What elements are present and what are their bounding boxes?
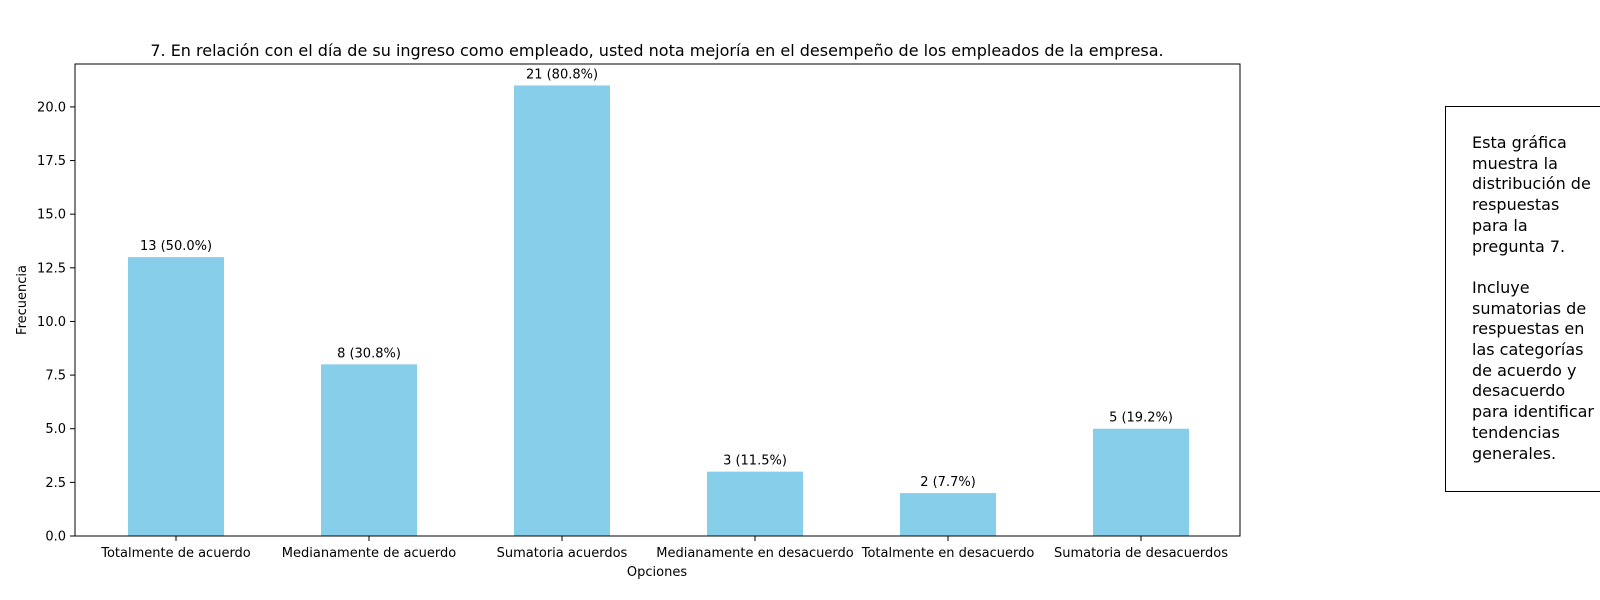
y-tick-label-8: 20.0 (37, 100, 66, 115)
x-axis-label: Opciones (627, 565, 687, 580)
bar-4 (900, 493, 996, 536)
data-label-5: 5 (19.2%) (1109, 411, 1173, 426)
x-tick-label-5: Sumatoria de desacuerdos (1054, 546, 1228, 561)
y-tick-label-1: 2.5 (45, 476, 66, 491)
x-tick-label-0: Totalmente de acuerdo (100, 546, 251, 561)
y-axis-label: Frecuencia (15, 265, 30, 335)
data-label-2: 21 (80.8%) (526, 67, 598, 82)
plot-area-frame (74, 63, 1241, 537)
y-tick-label-4: 10.0 (37, 315, 66, 330)
bar-3 (707, 471, 803, 536)
y-tick-label-5: 12.5 (37, 261, 66, 276)
bar-1 (321, 364, 417, 536)
x-tick-label-2: Sumatoria acuerdos (497, 546, 628, 561)
x-tick-label-1: Medianamente de acuerdo (282, 546, 456, 561)
x-tick-label-4: Totalmente en desacuerdo (861, 546, 1035, 561)
y-tick-label-7: 17.5 (37, 154, 66, 169)
y-tick-label-6: 15.0 (37, 208, 66, 223)
chart-description-note: Esta gráfica muestra la distribución de … (1445, 106, 1600, 492)
bar-0 (128, 257, 224, 536)
bar-2 (514, 85, 610, 537)
bar-5 (1093, 428, 1189, 536)
data-label-1: 8 (30.8%) (337, 346, 401, 361)
y-tick-label-3: 7.5 (45, 369, 66, 384)
data-label-4: 2 (7.7%) (920, 475, 976, 490)
y-tick-label-0: 0.0 (45, 530, 66, 545)
data-label-0: 13 (50.0%) (140, 239, 212, 254)
chart-title: 7. En relación con el día de su ingreso … (150, 41, 1163, 60)
x-tick-label-3: Medianamente en desacuerdo (656, 546, 853, 561)
data-label-3: 3 (11.5%) (723, 454, 787, 469)
y-tick-label-2: 5.0 (45, 422, 66, 437)
